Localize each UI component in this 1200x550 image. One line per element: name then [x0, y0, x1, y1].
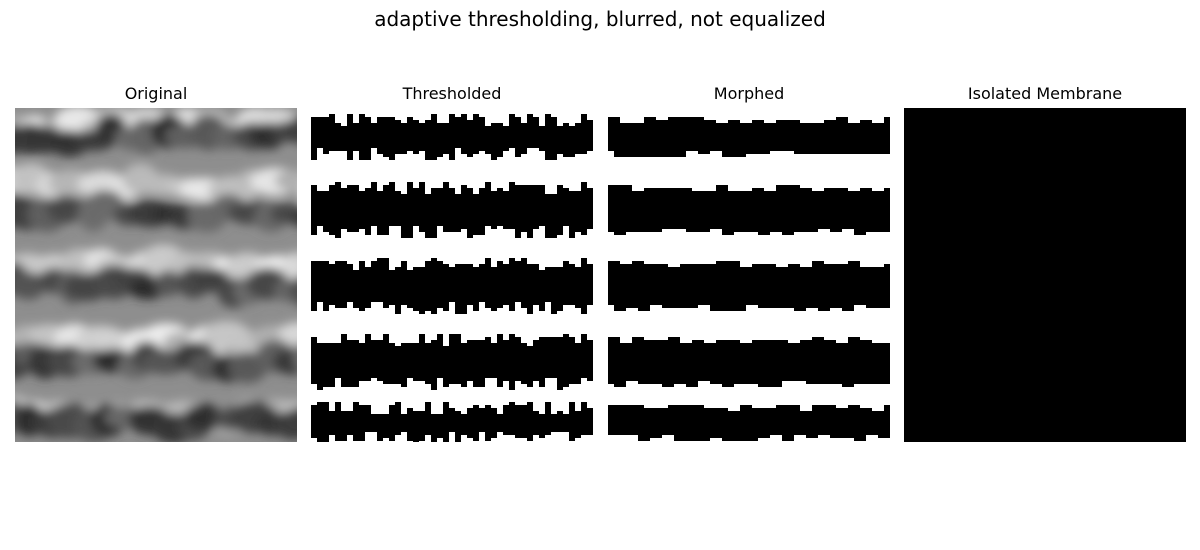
- membrane-region: [311, 402, 593, 442]
- panel-title-thresholded: Thresholded: [402, 84, 502, 103]
- membrane-region: [608, 261, 890, 311]
- membrane-region: [311, 114, 593, 160]
- panel-title-morphed: Morphed: [713, 84, 785, 103]
- membrane-region: [608, 405, 890, 441]
- panel-title-original: Original: [124, 84, 188, 103]
- panel-thresholded: Thresholded: [311, 84, 593, 442]
- panel-title-isolated-membrane: Isolated Membrane: [967, 84, 1123, 103]
- membrane-region: [608, 337, 890, 387]
- membrane-region: [311, 258, 593, 314]
- panel-morphed: Morphed: [608, 84, 890, 442]
- original-image: [15, 108, 297, 442]
- thresholded-image: [311, 108, 593, 442]
- membrane-region: [311, 334, 593, 390]
- panel-isolated-membrane: Isolated Membrane: [904, 84, 1186, 442]
- morphed-image: [608, 108, 890, 442]
- isolated-membrane-image: [904, 108, 1186, 442]
- figure-title: adaptive thresholding, blurred, not equa…: [374, 7, 826, 31]
- membrane-region: [608, 185, 890, 235]
- panel-original: Original: [15, 84, 297, 442]
- membrane-region: [608, 117, 890, 157]
- membrane-region: [311, 182, 593, 238]
